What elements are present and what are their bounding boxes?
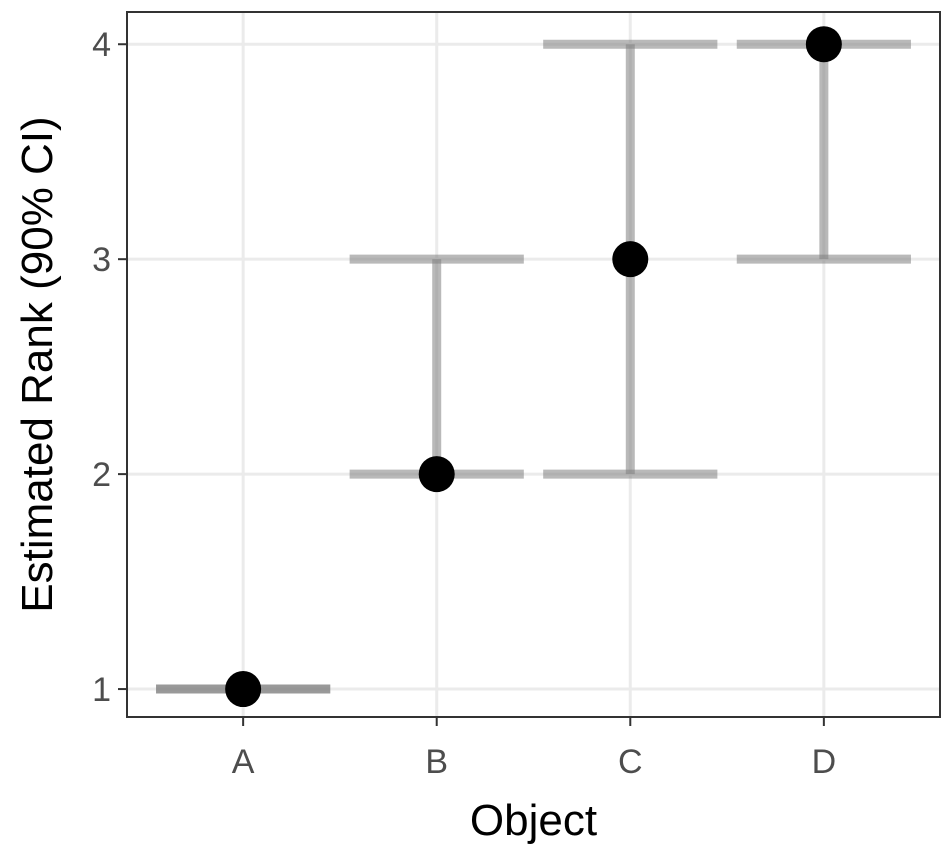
data-point-A (225, 671, 262, 708)
y-tick-label-3: 3 (92, 241, 111, 279)
y-axis-title: Estimated Rank (90% CI) (13, 116, 62, 612)
panel-border (126, 11, 941, 718)
tick-labels: 1 2 3 4 A B C D (92, 26, 836, 781)
y-tick-label-4: 4 (92, 26, 111, 64)
axis-ticks (118, 43, 825, 726)
x-tick-label-B: B (425, 743, 448, 781)
data-point-B (418, 456, 455, 493)
y-tick-label-2: 2 (92, 456, 111, 494)
data-point-C (612, 241, 649, 278)
x-axis-title: Object (470, 796, 597, 845)
x-tick-label-A: A (232, 743, 255, 781)
y-tick-label-1: 1 (92, 671, 111, 709)
data-points (225, 26, 842, 708)
x-tick-label-D: D (812, 743, 837, 781)
x-tick-label-C: C (618, 743, 643, 781)
data-point-D (805, 26, 842, 63)
